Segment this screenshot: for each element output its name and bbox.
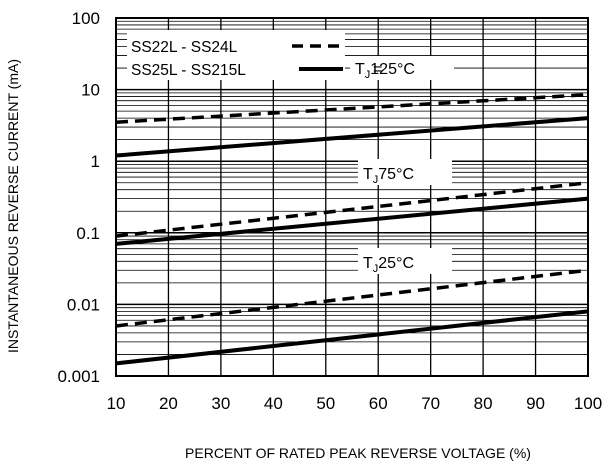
label-tj-125-subscript: J: [365, 69, 371, 81]
series-line-solid-125c: [115, 116, 589, 158]
label-tj-25-temp: 25°C: [378, 255, 414, 272]
x-tick-label: 90: [526, 394, 545, 413]
x-tick-labels: 10 20 30 40 50 60 70 80 90 100: [107, 394, 603, 413]
x-tick-label: 80: [474, 394, 493, 413]
legend-label-dashed: SS22L - SS24L: [131, 39, 238, 56]
x-tick-label: 100: [574, 394, 602, 413]
label-tj-25-subscript: J: [373, 263, 379, 275]
y-tick-label: 0.01: [67, 295, 100, 314]
label-tj-25: TJ25°C: [358, 248, 452, 275]
x-tick-label: 10: [107, 394, 126, 413]
x-tick-label: 30: [211, 394, 230, 413]
series-line-dashed-25c: [115, 268, 589, 328]
x-tick-label: 60: [369, 394, 388, 413]
series-line-dashed-75c: [115, 181, 589, 238]
label-tj-75-temp: 75°C: [378, 166, 414, 183]
y-tick-label: 0.001: [57, 367, 100, 386]
series-line-solid-75c: [115, 196, 589, 246]
series-line-solid-25c: [115, 309, 589, 366]
x-axis-title: PERCENT OF RATED PEAK REVERSE VOLTAGE (%…: [185, 445, 531, 461]
legend-background: [127, 30, 345, 80]
label-tj-125-temp: 125°C: [370, 61, 415, 78]
y-tick-label: 1: [91, 152, 100, 171]
label-tj-125-eq: =: [373, 61, 382, 78]
label-tj-125-text: TJ125°C=: [355, 61, 415, 81]
y-axis-title: INSTANTANEOUS REVERSE CURRENT (mA): [5, 59, 21, 353]
x-tick-label: 40: [264, 394, 283, 413]
series-lines: [115, 92, 589, 366]
x-tick-label: 70: [421, 394, 440, 413]
label-tj-125-background: [350, 56, 454, 80]
label-tj-125: TJ125°C=: [350, 56, 454, 81]
series-line-dashed-125c: [115, 92, 589, 124]
y-tick-label: 0.1: [76, 224, 100, 243]
label-tj-75-background: [358, 159, 452, 185]
label-tj-25-background: [358, 248, 452, 274]
legend-label-solid: SS25L - SS215L: [131, 62, 246, 79]
x-tick-label: 50: [316, 394, 335, 413]
legend: SS22L - SS24L SS25L - SS215L: [127, 30, 345, 80]
y-tick-label: 100: [72, 9, 100, 28]
label-tj-75-subscript: J: [373, 174, 379, 186]
label-tj-75: TJ75°C: [358, 159, 452, 186]
x-tick-label: 20: [159, 394, 178, 413]
y-tick-labels: 0.001 0.01 0.1 1 10 100: [57, 9, 100, 386]
plot-frame: [115, 17, 589, 377]
y-tick-label: 10: [81, 81, 100, 100]
